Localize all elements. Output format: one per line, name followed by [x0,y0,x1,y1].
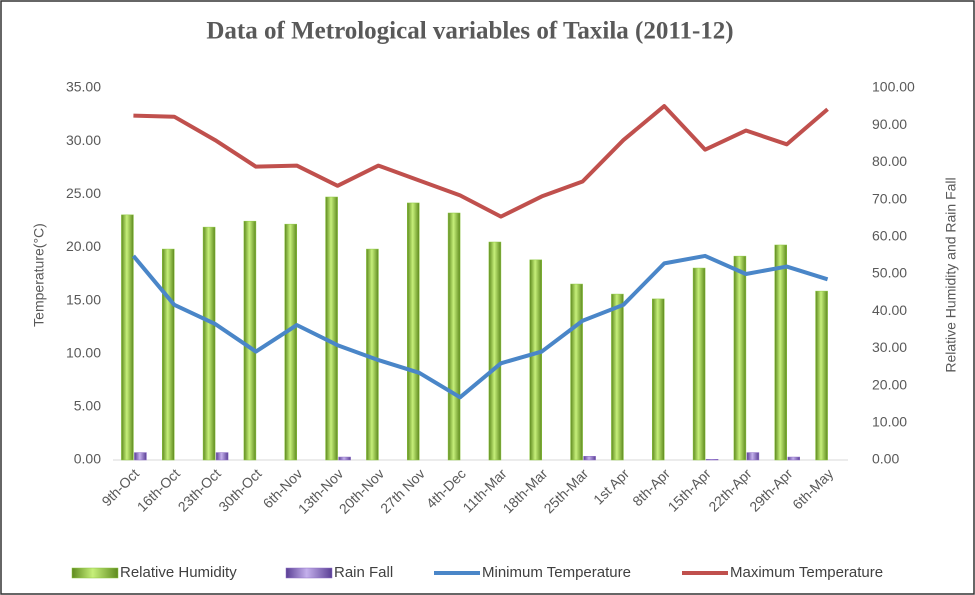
bar [121,214,134,461]
bar [787,456,800,461]
y2-tick-label: 50.00 [872,265,907,281]
y-axis-label: Temperature(°C) [31,223,47,327]
legend-label: Relative Humidity [120,564,237,581]
bar [284,223,297,461]
bar [202,226,216,461]
y2-tick-label: 40.00 [872,302,907,318]
y-tick-label: 30.00 [66,132,101,148]
bar [611,293,624,461]
bar [774,244,787,461]
bar [134,452,147,461]
chart-title: Data of Metrological variables of Taxila… [206,18,733,45]
bar [243,220,257,461]
bar [162,248,175,461]
y-tick-label: 35.00 [66,79,101,95]
bar [570,283,583,461]
legend-swatch [71,567,119,579]
y-tick-label: 20.00 [66,238,101,254]
bar [815,290,828,461]
line [133,104,829,219]
bar [407,202,420,461]
bar [325,196,338,461]
bar [746,452,760,461]
bar [705,459,719,461]
bar [447,212,461,461]
bar [488,241,502,461]
bar [529,259,542,461]
bar [338,456,351,461]
y-tick-label: 5.00 [74,398,101,414]
y-tick-label: 0.00 [74,451,101,467]
y2-tick-label: 0.00 [872,451,899,467]
y-tick-label: 10.00 [66,344,101,360]
y2-tick-label: 10.00 [872,414,907,430]
y2-tick-label: 60.00 [872,228,907,244]
y-tick-label: 25.00 [66,185,101,201]
y2-tick-label: 90.00 [872,116,907,132]
line [131,253,829,400]
bar [215,452,229,461]
legend-swatch [285,567,333,579]
y2-tick-label: 30.00 [872,339,907,355]
bar [692,267,706,461]
legend-label: Rain Fall [334,564,393,581]
y-tick-label: 15.00 [66,291,101,307]
bar [652,298,665,461]
bar [583,456,596,461]
legend-label: Maximum Temperature [730,564,883,581]
legend-label: Minimum Temperature [482,564,631,581]
bar [733,255,747,461]
y2-axis-label: Relative Humidity and Rain Fall [943,177,959,372]
y2-tick-label: 100.00 [872,79,915,95]
y2-tick-label: 70.00 [872,190,907,206]
y2-tick-label: 80.00 [872,153,907,169]
y2-tick-label: 20.00 [872,376,907,392]
